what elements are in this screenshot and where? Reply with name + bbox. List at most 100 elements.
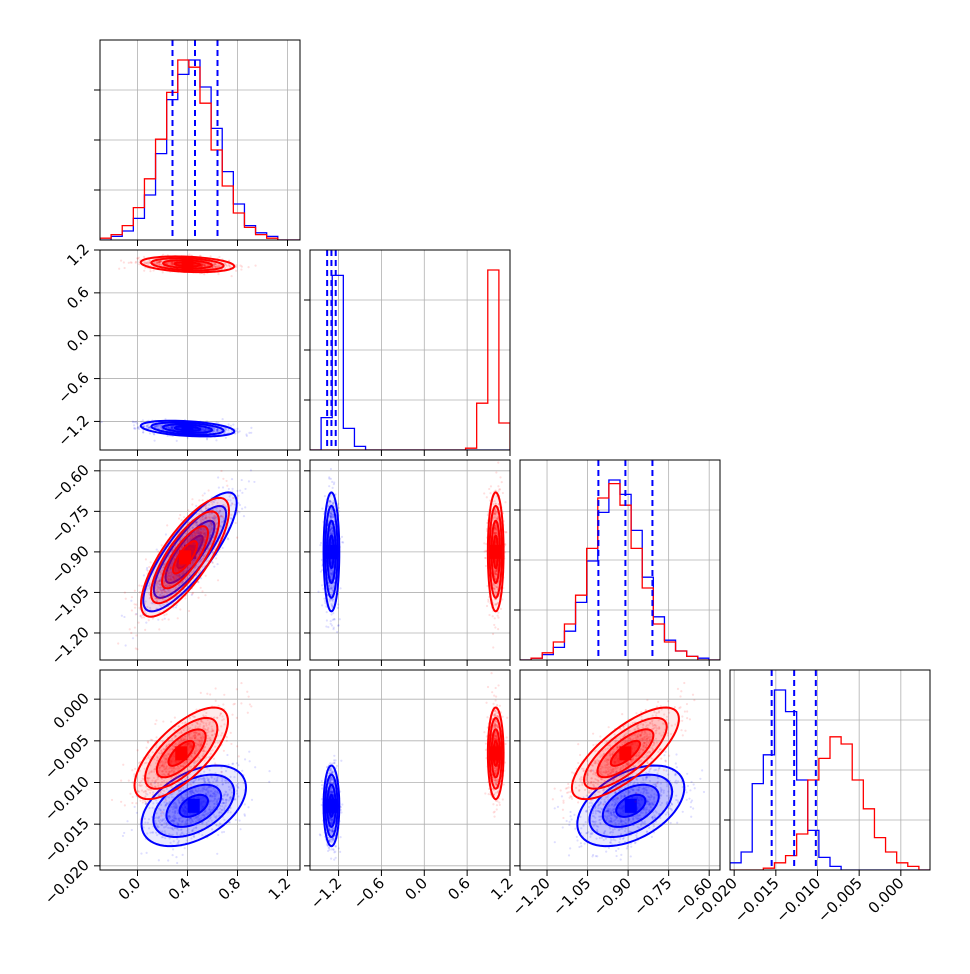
sample-point	[183, 516, 185, 518]
sample-point	[326, 611, 328, 613]
sample-point	[135, 421, 137, 423]
sample-point	[136, 648, 138, 650]
sample-point	[239, 430, 241, 432]
sample-point	[184, 597, 186, 599]
sample-point	[493, 624, 495, 626]
sample-point	[236, 490, 238, 492]
sample-point	[132, 637, 134, 639]
y-tick-label: −1.2	[54, 412, 92, 450]
sample-point	[143, 256, 145, 258]
sample-point	[230, 514, 232, 516]
sample-point	[153, 440, 155, 442]
sample-point	[324, 495, 326, 497]
sample-point	[328, 478, 330, 480]
sample-point	[254, 265, 256, 267]
sample-point	[324, 600, 326, 602]
sample-point	[161, 619, 163, 621]
sample-point	[226, 485, 228, 487]
sample-point	[179, 608, 181, 610]
y-tick-label: −0.60	[48, 461, 93, 506]
sample-point	[243, 515, 245, 517]
sample-point	[156, 549, 158, 551]
sample-point	[168, 618, 170, 620]
sample-point	[141, 585, 143, 587]
sample-point	[237, 495, 239, 497]
sample-point	[166, 524, 168, 526]
sample-point	[202, 499, 204, 501]
sample-point	[337, 624, 339, 626]
sample-point	[342, 541, 344, 543]
sample-point	[222, 478, 224, 480]
sample-point	[147, 570, 149, 572]
sample-point	[187, 509, 189, 511]
sample-point	[201, 590, 203, 592]
panel-1-0: −1.2−0.60.00.61.2	[54, 240, 300, 456]
panel-2-1	[304, 460, 510, 666]
sample-point	[332, 612, 334, 614]
sample-point	[486, 496, 488, 498]
sample-point	[337, 607, 339, 609]
sample-point	[208, 489, 210, 491]
panel-1-1	[304, 250, 510, 456]
sample-point	[176, 440, 178, 442]
y-tick-label: 0.6	[63, 283, 93, 313]
y-tick-label: 1.2	[63, 240, 93, 270]
sample-point	[333, 618, 335, 620]
sample-point	[494, 626, 496, 628]
sample-point	[143, 574, 145, 576]
sample-point	[250, 427, 252, 429]
panel-0-0	[94, 40, 300, 246]
sample-point	[241, 479, 243, 481]
sample-point	[497, 485, 499, 487]
sample-point	[197, 581, 199, 583]
sample-point	[486, 585, 488, 587]
sample-point	[253, 481, 255, 483]
sample-point	[202, 494, 204, 496]
sample-point	[213, 566, 215, 568]
sample-point	[142, 431, 144, 433]
sample-point	[125, 598, 127, 600]
sample-point	[231, 503, 233, 505]
sample-point	[239, 489, 241, 491]
sample-point	[320, 571, 322, 573]
y-tick-label: −1.20	[48, 623, 93, 668]
sample-point	[125, 644, 127, 646]
sample-point	[137, 426, 139, 428]
sample-point	[228, 492, 230, 494]
sample-point	[130, 261, 132, 263]
sample-point	[247, 266, 249, 268]
sample-point	[333, 627, 335, 629]
sample-point	[327, 626, 329, 628]
sample-point	[191, 503, 193, 505]
sample-point	[218, 548, 220, 550]
sample-point	[124, 592, 126, 594]
sample-point	[244, 488, 246, 490]
density-peak-red	[182, 257, 194, 271]
sample-point	[134, 428, 136, 430]
sample-point	[162, 271, 164, 273]
sample-point	[137, 258, 139, 260]
sample-point	[236, 510, 238, 512]
y-tick-label: −0.6	[54, 369, 92, 407]
sample-point	[339, 587, 341, 589]
sample-point	[163, 614, 165, 616]
sample-point	[330, 468, 332, 470]
sample-point	[241, 266, 243, 268]
sample-point	[143, 270, 145, 272]
sample-point	[149, 270, 151, 272]
sample-point	[323, 598, 325, 600]
sample-point	[157, 619, 159, 621]
sample-point	[132, 421, 134, 423]
sample-point	[215, 439, 217, 441]
sample-point	[123, 267, 125, 269]
sample-point	[333, 483, 335, 485]
sample-point	[181, 519, 183, 521]
sample-point	[161, 544, 163, 546]
sample-point	[235, 522, 237, 524]
sample-point	[134, 590, 136, 592]
sample-point	[209, 255, 211, 257]
sample-point	[227, 538, 229, 540]
sample-point	[230, 425, 232, 427]
sample-point	[135, 604, 137, 606]
sample-point	[232, 497, 234, 499]
